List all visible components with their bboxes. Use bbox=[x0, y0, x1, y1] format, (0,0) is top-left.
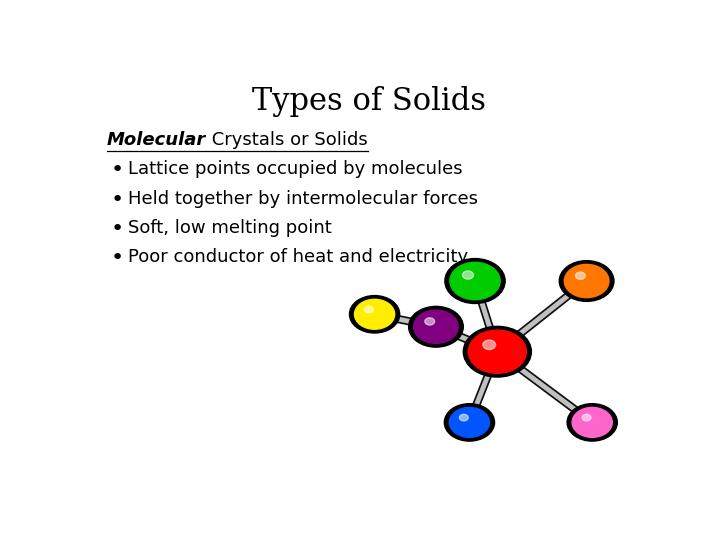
Text: Poor conductor of heat and electricity: Poor conductor of heat and electricity bbox=[128, 248, 468, 266]
Circle shape bbox=[425, 318, 435, 325]
Circle shape bbox=[564, 265, 609, 298]
Circle shape bbox=[483, 340, 495, 349]
Circle shape bbox=[463, 326, 531, 377]
Circle shape bbox=[572, 407, 612, 437]
Text: Held together by intermolecular forces: Held together by intermolecular forces bbox=[128, 190, 478, 207]
Text: •: • bbox=[110, 190, 123, 210]
Circle shape bbox=[444, 404, 495, 441]
Text: •: • bbox=[110, 248, 123, 268]
Text: Soft, low melting point: Soft, low melting point bbox=[128, 219, 332, 237]
Circle shape bbox=[449, 407, 490, 437]
Circle shape bbox=[582, 414, 591, 421]
Circle shape bbox=[575, 272, 585, 279]
Circle shape bbox=[462, 271, 474, 279]
Circle shape bbox=[349, 295, 400, 333]
Circle shape bbox=[450, 262, 500, 300]
Text: •: • bbox=[110, 160, 123, 180]
Circle shape bbox=[445, 259, 505, 303]
Circle shape bbox=[354, 299, 395, 329]
Circle shape bbox=[567, 404, 617, 441]
Text: Lattice points occupied by molecules: Lattice points occupied by molecules bbox=[128, 160, 462, 178]
Text: Molecular: Molecular bbox=[107, 131, 206, 150]
Circle shape bbox=[559, 261, 614, 301]
Text: •: • bbox=[110, 219, 123, 239]
Circle shape bbox=[409, 306, 463, 347]
Text: Types of Solids: Types of Solids bbox=[252, 85, 486, 117]
Text: Crystals or Solids: Crystals or Solids bbox=[206, 131, 368, 150]
Circle shape bbox=[459, 414, 468, 421]
Circle shape bbox=[413, 310, 458, 343]
Circle shape bbox=[364, 306, 374, 313]
Circle shape bbox=[468, 330, 526, 373]
